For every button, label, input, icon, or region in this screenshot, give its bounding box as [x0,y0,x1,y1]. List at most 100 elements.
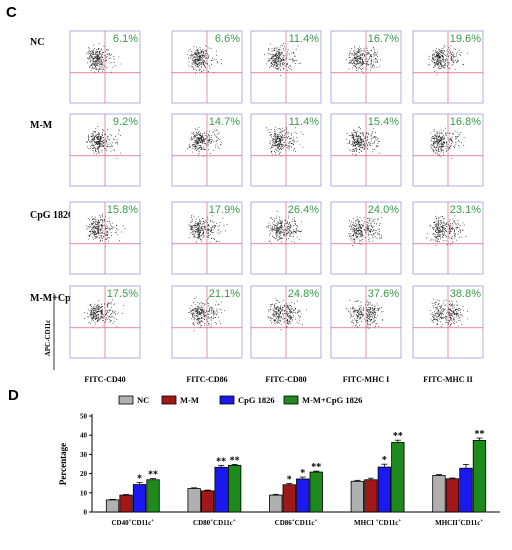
column-label: FITC-MHC II [423,375,473,384]
y-axis-label-apc-cd11c: APC-CD11c [44,320,52,357]
scatter-dots [187,127,222,157]
flow-plot: 11.4% [250,113,322,187]
category-label: MHCI +CD11c+ [354,519,401,527]
bar [214,466,228,513]
flow-plot: 15.8% [69,201,141,275]
bar [309,471,323,513]
flow-plot: 37.6% [330,285,402,359]
flow-plot: 16.7% [330,30,402,104]
flow-plot: 6.1% [69,30,141,104]
bar [445,478,460,513]
column-label: FITC-CD86 [186,375,227,384]
category-label: CD40+CD11c+ [111,519,154,527]
significance-mark: * [382,455,387,466]
y-tick-label: 40 [80,432,88,440]
legend-label: M-M [180,395,199,405]
significance-mark: ** [474,429,484,440]
column-label: FITC-CD40 [84,375,125,384]
significance-mark: ** [393,431,403,442]
row-label: M-M+CpG 1826 [30,293,101,304]
scatter-dots [430,127,465,159]
bar [472,439,487,513]
bar [432,475,446,513]
percentage-label: 11.4% [289,33,320,45]
chart-legend: NC M-M CpG 1826 M-M+CpG 1826 [118,395,362,405]
y-tick-label: 10 [80,489,88,497]
percentage-label: 26.4% [288,204,319,216]
percentage-label: 17.5% [107,288,138,300]
panel-c-letter: C [6,4,17,21]
percentage-label: 16.7% [368,33,399,45]
flow-plot: 9.2% [69,113,141,187]
percentage-label: 15.8% [107,204,138,216]
bar [350,480,365,513]
flow-plot: 24.8% [250,285,322,359]
legend-swatch [118,395,134,405]
flow-plot: 26.4% [250,201,322,275]
bar [187,488,201,513]
percentage-label: 23.1% [450,204,481,216]
percentage-label: 14.7% [209,116,240,128]
y-tick-label: 30 [80,451,88,459]
y-tick-label: 50 [80,413,88,421]
significance-mark: ** [230,455,240,466]
category-label: CD86+CD11c+ [275,519,318,527]
flow-plot-grid: 6.1% 6.6% 11.4% 16.7% 19.6% 9.2% 14.7% 11.4% 15.… [69,30,484,359]
flow-plot: 21.1% [171,285,243,359]
row-label: CpG 1826 [30,210,73,221]
flow-plot: 17.5% [69,285,141,359]
bar [296,478,310,513]
scatter-dots [427,44,468,75]
significance-mark: * [137,474,142,485]
scatter-dots [84,299,124,329]
percentage-label: 37.6% [368,288,399,300]
bar [132,484,147,513]
bar [269,494,283,513]
column-labels: FITC-CD40 FITC-CD86 FITC-CD80 FITC-MHC I FIT… [84,375,472,384]
scatter-dots [86,43,122,74]
percentage-label: 16.8% [450,116,481,128]
scatter-dots [86,213,126,247]
scatter-dots [429,298,468,328]
bar [377,466,392,513]
significance-mark: ** [216,456,226,467]
flow-plot: 16.8% [412,113,484,187]
legend-swatch [161,395,177,405]
flow-plot: 14.7% [171,113,243,187]
legend-label: M-M+CpG 1826 [302,395,362,405]
flow-plot: 19.6% [412,30,484,104]
percentage-label: 24.8% [288,288,319,300]
y-axis-title: Percentage [58,443,68,485]
legend-label: NC [137,395,149,405]
scatter-dots [187,45,222,74]
percentage-label: 19.6% [450,33,481,45]
flow-plot: 24.0% [330,201,402,275]
flow-plot: 15.4% [330,113,402,187]
scatter-dots [345,45,381,74]
significance-mark: ** [148,470,158,481]
flow-plot: 23.1% [412,201,484,275]
row-label: NC [30,37,44,48]
percentage-label: 11.4% [289,116,320,128]
bar [459,467,473,513]
legend-swatch [283,395,299,405]
significance-mark: ** [311,462,321,473]
percentage-label: 9.2% [113,116,138,128]
percentage-label: 38.8% [450,288,481,300]
bar [391,442,405,513]
scatter-dots [345,300,384,329]
column-label: FITC-MHC I [343,375,389,384]
scatter-dots [85,126,122,159]
category-label: CD80+CD11c+ [193,519,236,527]
y-tick-label: 0 [84,509,88,517]
percentage-label: 6.1% [113,33,138,45]
y-tick-label: 20 [80,470,88,478]
scatter-dots [346,126,380,156]
legend-label: CpG 1826 [238,395,275,405]
percentage-label: 15.4% [368,116,399,128]
bar [200,490,215,513]
percentage-label: 17.9% [209,204,240,216]
flow-plot: 6.6% [171,30,243,104]
significance-mark: * [287,475,292,486]
